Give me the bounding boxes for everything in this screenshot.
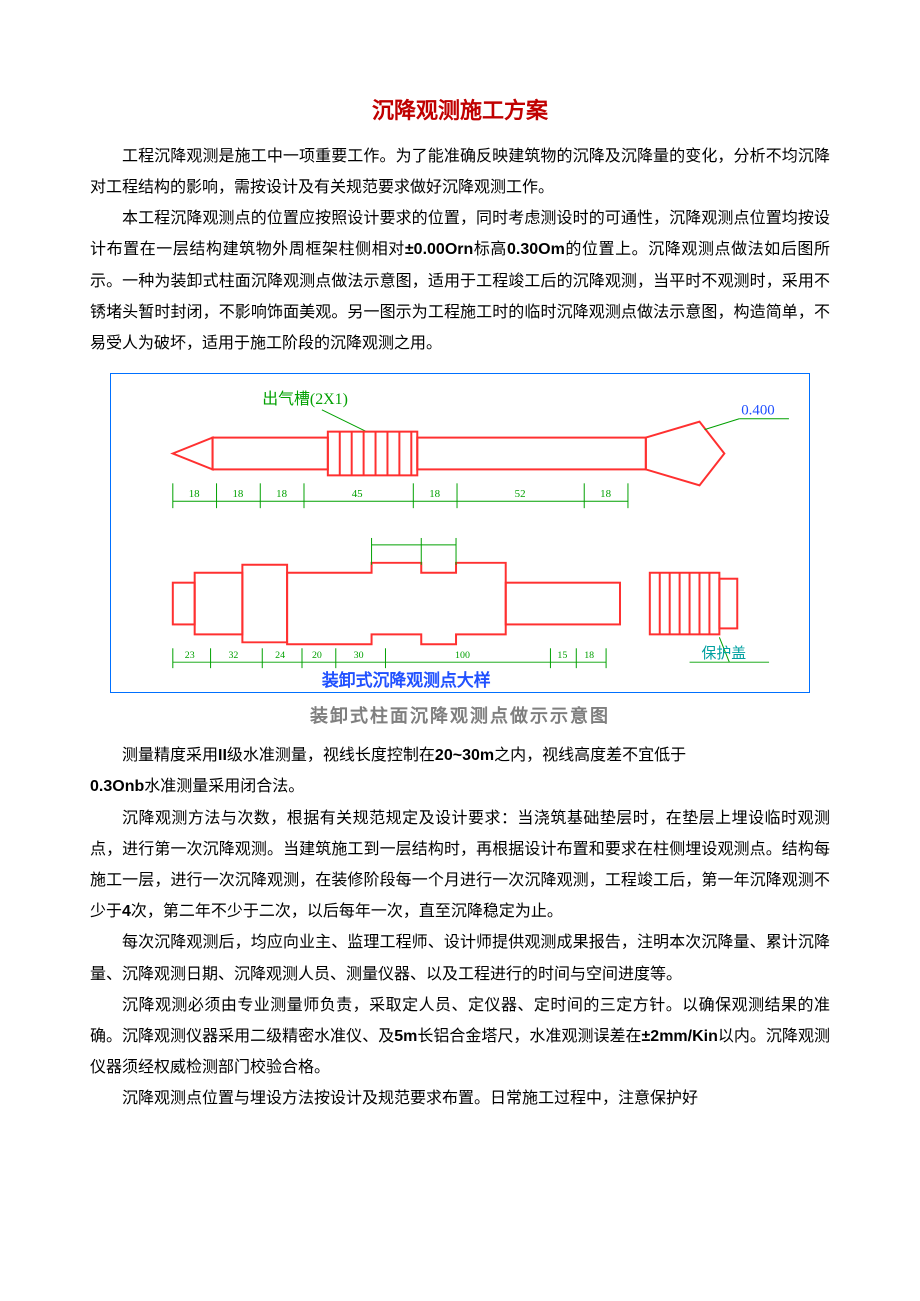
svg-text:18: 18 (232, 488, 243, 500)
p3-a: 测量精度采用 (122, 747, 218, 764)
figure-container: 出气槽(2X1) (90, 373, 830, 734)
p3-f: 0.3Onb (90, 778, 144, 795)
svg-text:52: 52 (515, 488, 526, 500)
top-shape (173, 422, 725, 486)
dim-0400: 0.400 (741, 403, 775, 419)
svg-text:30: 30 (354, 650, 364, 661)
svg-text:18: 18 (584, 650, 594, 661)
p6-b: 5m (394, 1028, 417, 1045)
svg-text:18: 18 (429, 488, 440, 500)
p3-d: 20~30m (435, 747, 494, 764)
svg-text:45: 45 (352, 488, 363, 500)
paragraph-1: 工程沉降观测是施工中一项重要工作。为了能准确反映建筑物的沉降及沉降量的变化，分析… (90, 141, 830, 203)
p6-c: 长铝合金塔尺，水准观测误差在 (417, 1028, 641, 1045)
svg-text:15: 15 (557, 650, 567, 661)
figure-frame: 出气槽(2X1) (110, 373, 810, 693)
paragraph-6: 沉降观测必须由专业测量师负责，采取定人员、定仪器、定时间的三定方针。以确保观测结… (90, 990, 830, 1084)
p3-e: 之内，视线高度差不宜低于 (494, 747, 686, 764)
p2-bold-2: 0.30Om (507, 241, 565, 258)
svg-text:23: 23 (185, 650, 195, 661)
paragraph-4: 沉降观测方法与次数，根据有关规范规定及设计要求：当浇筑基础垫层时，在垫层上埋设临… (90, 803, 830, 928)
svg-text:32: 32 (228, 650, 238, 661)
paragraph-3b: 0.3Onb水准测量采用闭合法。 (90, 771, 830, 802)
airslot-label: 出气槽(2X1) (262, 390, 348, 408)
p4-b: 4 (122, 903, 131, 920)
p2-text-c: 标高 (473, 241, 507, 258)
svg-text:18: 18 (276, 488, 287, 500)
p4-c: 次，第二年不少于二次，以后每年一次，直至沉降稳定为止。 (131, 903, 563, 920)
p2-bold-1: ±0.00Orn (405, 241, 473, 258)
svg-text:18: 18 (600, 488, 611, 500)
svg-text:20: 20 (312, 650, 322, 661)
svg-text:18: 18 (189, 488, 200, 500)
paragraph-7: 沉降观测点位置与埋设方法按设计及规范要求布置。日常施工过程中，注意保护好 (90, 1083, 830, 1114)
p3-g: 水准测量采用闭合法。 (144, 778, 304, 795)
figure-caption: 装卸式柱面沉降观测点做示示意图 (90, 699, 830, 734)
settlement-point-diagram: 出气槽(2X1) (111, 374, 811, 692)
page-title: 沉降观测施工方案 (90, 90, 830, 133)
svg-text:24: 24 (275, 650, 285, 661)
p3-b: II (218, 747, 227, 764)
paragraph-5: 每次沉降观测后，均应向业主、监理工程师、设计师提供观测成果报告，注明本次沉降量、… (90, 927, 830, 989)
svg-text:100: 100 (455, 650, 470, 661)
p6-d: ±2mm/Kin (642, 1028, 718, 1045)
cover-label: 保护盖 (701, 645, 746, 662)
bottom-shape (173, 563, 737, 644)
p3-c: 级水准测量，视线长度控制在 (227, 747, 435, 764)
paragraph-2: 本工程沉降观测点的位置应按照设计要求的位置，同时考虑测设时的可通性，沉降观测点位… (90, 203, 830, 359)
paragraph-3: 测量精度采用II级水准测量，视线长度控制在20~30m之内，视线高度差不宜低于 (90, 740, 830, 771)
figure-inner-caption: 装卸式沉降观测点大样 (321, 670, 491, 690)
